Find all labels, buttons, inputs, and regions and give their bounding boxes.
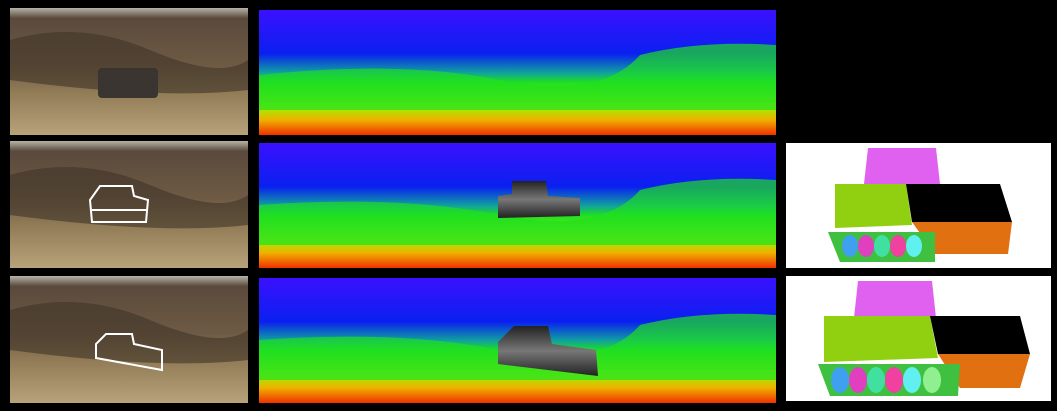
part [864,148,940,184]
row [10,276,1051,403]
part [824,316,938,362]
page [0,0,1057,411]
part [930,316,1030,354]
part [854,281,936,318]
vehicle [98,68,158,98]
row [10,8,776,135]
row [10,141,1051,268]
part [835,184,912,228]
figure [0,0,1057,411]
wheels [842,235,922,257]
part [906,184,1012,222]
